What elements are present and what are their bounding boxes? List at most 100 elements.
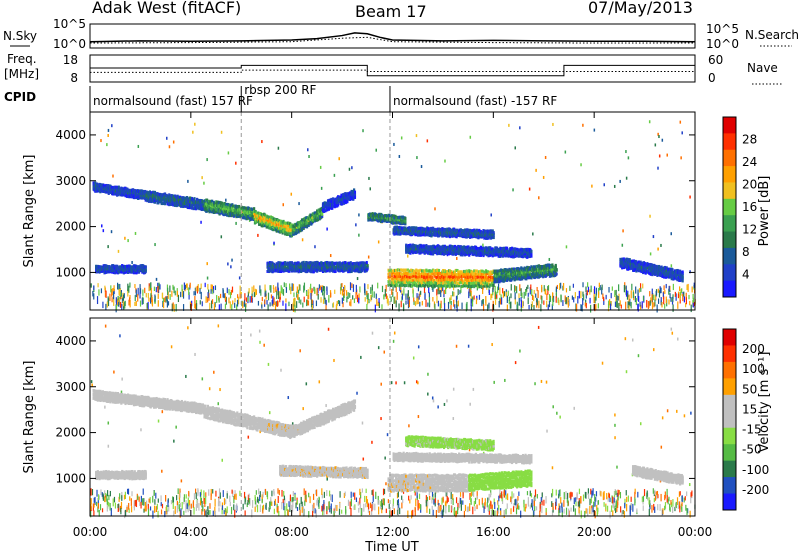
scatter-mark — [499, 297, 501, 304]
data-cell — [231, 213, 234, 217]
scatter-mark — [314, 245, 316, 249]
data-cell — [422, 276, 425, 280]
data-cell — [500, 279, 503, 283]
scatter-mark — [109, 293, 111, 301]
scatter-mark — [212, 286, 215, 293]
scatter-mark — [573, 297, 575, 303]
scatter-mark — [120, 292, 122, 297]
scatter-mark — [440, 290, 442, 298]
scatter-mark — [319, 165, 322, 169]
scatter-mark — [661, 138, 664, 142]
data-cell — [213, 208, 216, 212]
data-cell — [94, 181, 97, 185]
data-cell — [212, 200, 215, 204]
data-cell — [147, 191, 150, 195]
scatter-mark — [93, 293, 95, 300]
scatter-mark — [303, 296, 305, 303]
scatter-mark — [199, 287, 201, 294]
scatter-mark — [155, 287, 157, 293]
data-band — [405, 243, 533, 259]
scatter-mark — [189, 282, 191, 288]
scatter-mark — [196, 285, 199, 294]
scatter-mark — [200, 291, 202, 300]
data-cell — [535, 267, 538, 271]
scatter-mark — [322, 299, 325, 304]
data-cell — [492, 283, 495, 287]
scatter-mark — [657, 132, 659, 136]
data-cell — [331, 206, 334, 210]
scatter-mark — [639, 283, 642, 289]
scatter-mark — [261, 140, 263, 144]
scatter-mark — [199, 300, 201, 305]
data-cell — [184, 196, 187, 200]
scatter-mark — [237, 296, 240, 305]
scatter-mark — [155, 277, 158, 281]
scatter-mark — [657, 298, 660, 304]
scatter-mark — [419, 301, 421, 307]
data-cell — [281, 228, 284, 232]
data-cell — [326, 269, 329, 273]
data-cell — [410, 272, 414, 276]
scatter-mark — [619, 300, 621, 307]
data-cell — [461, 271, 464, 275]
scatter-mark — [142, 297, 144, 305]
scatter-mark — [148, 297, 150, 302]
scatter-mark — [377, 240, 380, 244]
scatter-mark — [203, 181, 205, 185]
scatter-mark — [351, 283, 353, 288]
scatter-mark — [371, 289, 373, 298]
scatter-mark — [370, 287, 372, 294]
scatter-mark — [641, 301, 643, 309]
data-cell — [468, 281, 471, 285]
scatter-mark — [329, 254, 332, 258]
scatter-mark — [195, 286, 197, 292]
scatter-mark — [541, 284, 543, 293]
scatter-mark — [516, 286, 518, 294]
data-cell — [476, 270, 479, 274]
scatter-mark — [519, 284, 521, 292]
scatter-mark — [555, 293, 557, 298]
scatter-mark — [514, 292, 516, 300]
scatter-mark — [149, 283, 151, 291]
data-cell — [488, 285, 491, 289]
data-cell — [458, 278, 462, 282]
data-cell — [284, 232, 287, 236]
data-cell — [425, 244, 428, 248]
scatter-mark — [392, 285, 394, 291]
data-cell — [440, 280, 443, 284]
scatter-mark — [582, 123, 584, 127]
scatter-mark — [552, 295, 555, 303]
scatter-mark — [127, 283, 129, 292]
scatter-mark — [655, 290, 657, 297]
scatter-mark — [290, 286, 292, 295]
data-cell — [337, 195, 340, 199]
scatter-mark — [277, 146, 280, 150]
scatter-mark — [167, 291, 169, 299]
scatter-mark — [508, 123, 510, 127]
scatter-mark — [368, 298, 370, 304]
data-cell — [168, 193, 171, 197]
data-cell — [479, 279, 483, 283]
scatter-mark — [119, 296, 121, 305]
scatter-mark — [222, 289, 224, 298]
scatter-mark — [368, 176, 370, 180]
scatter-mark — [249, 296, 251, 303]
scatter-mark — [288, 301, 290, 307]
scatter-mark — [468, 291, 470, 299]
scatter-mark — [106, 301, 108, 308]
nave-label: Nave — [747, 61, 778, 75]
scatter-mark — [398, 303, 400, 312]
data-cell — [471, 281, 474, 285]
scatter-mark — [325, 299, 327, 306]
scatter-mark — [558, 299, 560, 306]
scatter-mark — [416, 293, 418, 300]
data-cell — [412, 274, 415, 278]
scatter-mark — [112, 288, 114, 296]
scatter-mark — [250, 295, 253, 303]
scatter-mark — [321, 285, 323, 293]
scatter-mark — [272, 285, 275, 290]
data-cell — [408, 278, 411, 282]
scatter-mark — [124, 300, 126, 306]
scatter-mark — [322, 285, 325, 292]
